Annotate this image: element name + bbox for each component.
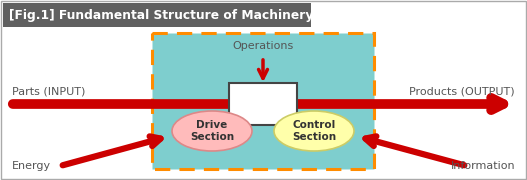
Text: Control
Section: Control Section — [292, 120, 336, 142]
Ellipse shape — [172, 111, 252, 151]
Text: Drive
Section: Drive Section — [190, 120, 234, 142]
Text: Parts (INPUT): Parts (INPUT) — [12, 86, 85, 96]
Bar — [229, 83, 297, 125]
Bar — [3, 3, 311, 27]
Text: Products (OUTPUT): Products (OUTPUT) — [409, 86, 515, 96]
Text: Energy: Energy — [12, 161, 51, 171]
Text: Information: Information — [451, 161, 515, 171]
Text: Operations: Operations — [232, 41, 294, 51]
Text: [Fig.1] Fundamental Structure of Machinery: [Fig.1] Fundamental Structure of Machine… — [9, 10, 314, 22]
Ellipse shape — [274, 111, 354, 151]
Bar — [152, 33, 374, 169]
